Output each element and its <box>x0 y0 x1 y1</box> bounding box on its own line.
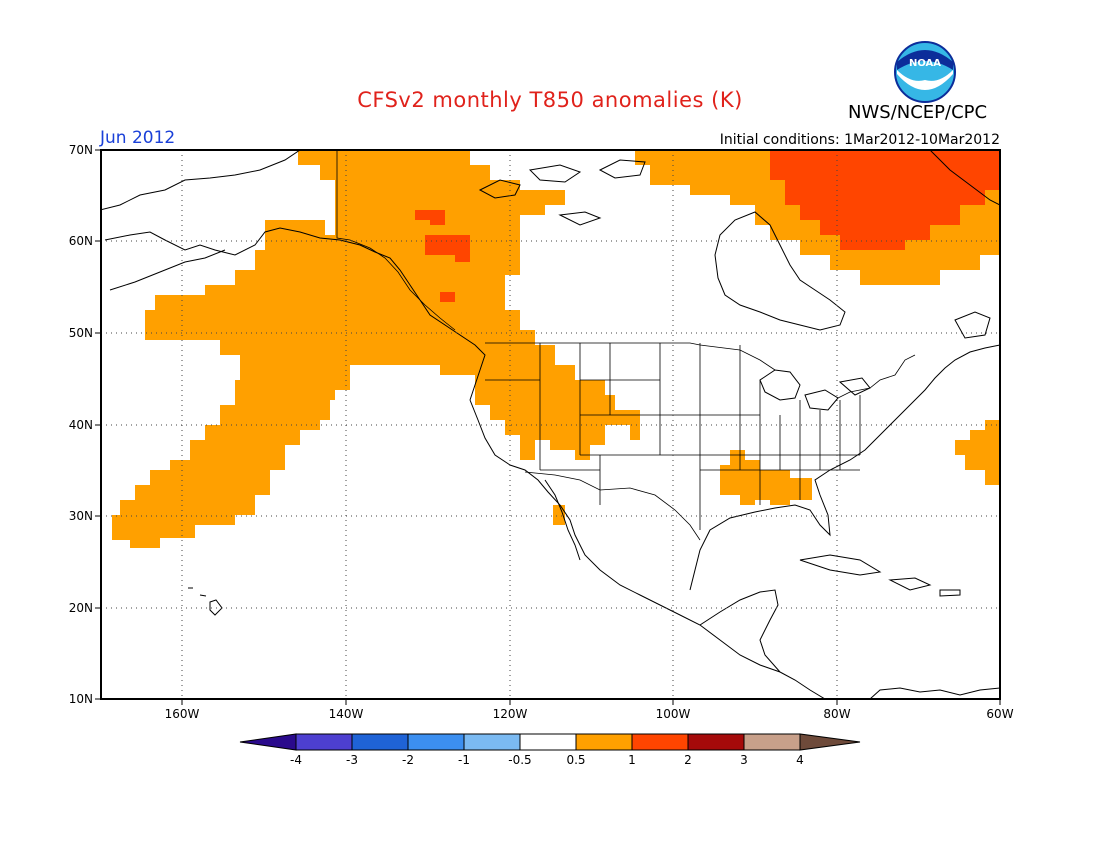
great-lakes <box>759 369 871 411</box>
noaa-logo-text: NOAA <box>909 58 941 69</box>
west-coast <box>469 399 781 673</box>
caribbean-islands <box>799 554 961 597</box>
colorbar-seg <box>631 733 689 751</box>
colorbar-label: -0.5 <box>508 753 531 767</box>
anomaly-region-yukon-1 <box>415 210 445 225</box>
org-label: NWS/NCEP/CPC <box>848 102 988 123</box>
lat-label: 40N <box>69 418 93 432</box>
colorbar-seg <box>519 733 577 751</box>
alaska-coast <box>101 150 486 401</box>
hawaii <box>188 587 223 616</box>
greenland-coast <box>929 150 1000 206</box>
lon-label: 120W <box>493 707 528 721</box>
colorbar-seg <box>687 733 745 751</box>
anomaly-region-baja <box>553 505 565 525</box>
lon-label: 160W <box>165 707 200 721</box>
anomaly-region-yukon-2 <box>425 235 470 262</box>
lon-label: 80W <box>823 707 850 721</box>
yucatan <box>699 589 781 673</box>
lat-label: 10N <box>69 692 93 706</box>
colorbar-seg <box>295 733 353 751</box>
lon-label: 100W <box>656 707 691 721</box>
lat-label: 30N <box>69 509 93 523</box>
colorbar-seg <box>351 733 409 751</box>
central-america <box>779 671 1000 699</box>
colorbar-label: 4 <box>796 753 804 767</box>
month-label: Jun 2012 <box>100 128 176 148</box>
noaa-logo: NOAA <box>894 41 956 103</box>
colorbar-seg <box>575 733 633 751</box>
arctic-islands <box>478 159 646 226</box>
colorbar-seg <box>239 733 297 751</box>
lat-label: 60N <box>69 234 93 248</box>
axis-ticks <box>95 149 1001 705</box>
aleutian-islands <box>109 249 226 291</box>
colorbar-label: -1 <box>458 753 470 767</box>
anomaly-region-southeast-us <box>720 450 812 505</box>
alaska-canada-border <box>336 150 456 331</box>
colorbar-label: -3 <box>346 753 358 767</box>
anomaly-regions-strong <box>415 150 1000 302</box>
us-state-lines <box>485 343 861 530</box>
us-mexico-border <box>524 471 701 541</box>
lat-label: 50N <box>69 326 93 340</box>
colorbar-labels: -4 -3 -2 -1 -0.5 0.5 1 2 3 4 <box>290 753 804 767</box>
us-canada-border <box>485 342 916 399</box>
colorbar-seg <box>463 733 521 751</box>
initial-conditions-label: Initial conditions: 1Mar2012-10Mar2012 <box>719 132 1000 148</box>
anomaly-region-yukon-3 <box>440 292 455 302</box>
anomaly-region-western-canada <box>112 150 640 548</box>
colorbar-label: 2 <box>684 753 692 767</box>
colorbar-seg <box>407 733 465 751</box>
anomaly-region-atlantic <box>955 420 1000 485</box>
lat-label: 20N <box>69 601 93 615</box>
lon-label: 60W <box>986 707 1013 721</box>
colorbar-seg <box>799 733 861 751</box>
colorbar-label: 1 <box>628 753 636 767</box>
colorbar-label: -4 <box>290 753 302 767</box>
colorbar-label: 0.5 <box>566 753 585 767</box>
newfoundland <box>954 311 991 339</box>
colorbar-label: -2 <box>402 753 414 767</box>
baja-peninsula <box>544 479 581 561</box>
lat-label: 70N <box>69 143 93 157</box>
colorbar-label: 3 <box>740 753 748 767</box>
colorbar-seg <box>743 733 801 751</box>
lon-label: 140W <box>329 707 364 721</box>
map-title: CFSv2 monthly T850 anomalies (K) <box>357 88 743 112</box>
anomaly-region-greenland-strong <box>770 150 1000 250</box>
colorbar <box>239 733 861 751</box>
political-boundaries <box>336 150 916 541</box>
